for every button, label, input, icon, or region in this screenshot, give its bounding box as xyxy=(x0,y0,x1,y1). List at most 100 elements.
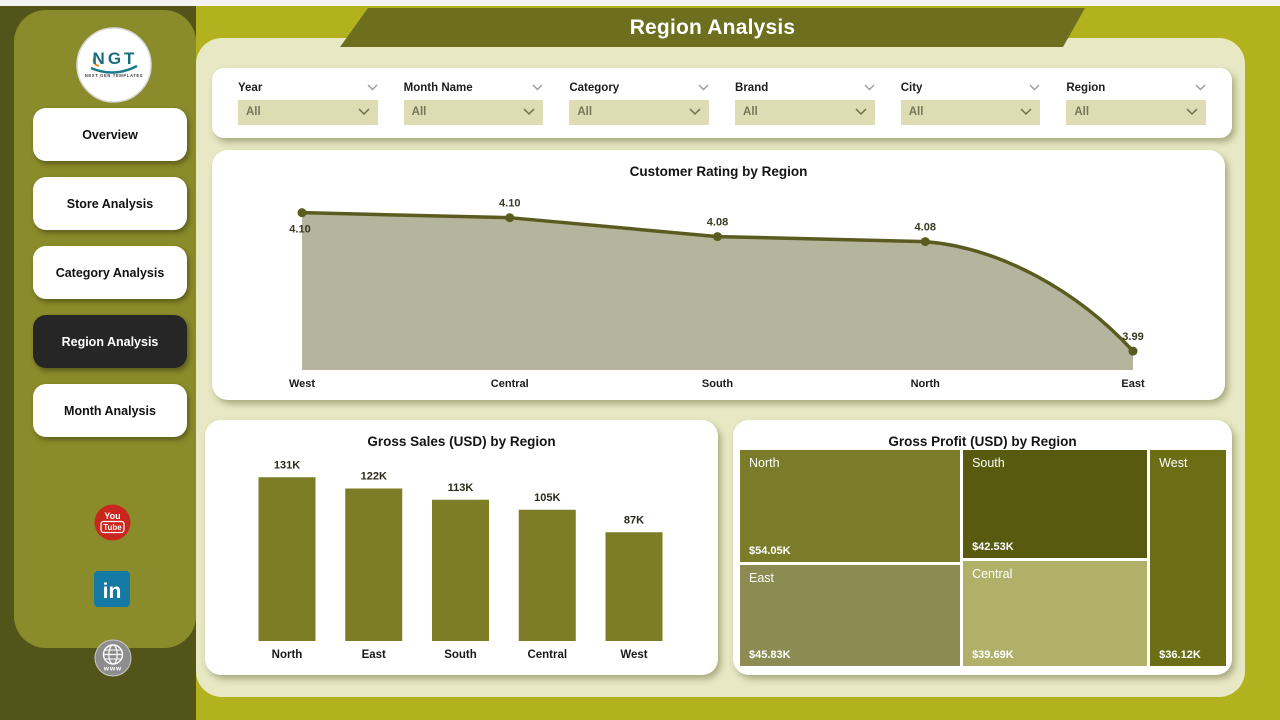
svg-text:in: in xyxy=(103,580,122,603)
data-point-central[interactable] xyxy=(505,213,515,223)
chevron-down-icon[interactable] xyxy=(367,84,378,91)
data-label: 4.10 xyxy=(289,224,310,236)
chevron-down-icon xyxy=(358,108,370,116)
bar-south[interactable] xyxy=(432,499,489,641)
youtube-icon[interactable]: You Tube xyxy=(94,504,131,541)
x-axis-label-east: East xyxy=(362,649,386,661)
chart-title-gross-profit: Gross Profit (USD) by Region xyxy=(888,434,1077,449)
area-fill xyxy=(302,212,1133,370)
data-point-west[interactable] xyxy=(297,208,307,218)
bar-north[interactable] xyxy=(258,477,316,641)
filter-year-value: All xyxy=(246,106,261,118)
x-axis-label-east: East xyxy=(1121,378,1145,390)
tile-name: Central xyxy=(972,567,1013,582)
x-axis-label-south: South xyxy=(444,649,477,661)
sidebar-item-region-analysis[interactable]: Region Analysis xyxy=(33,315,187,368)
filter-year-dropdown[interactable]: All xyxy=(238,99,378,125)
chevron-down-icon[interactable] xyxy=(864,84,875,91)
filter-brand-dropdown[interactable]: All xyxy=(735,99,875,125)
data-label: 87K xyxy=(624,514,644,526)
logo-subtext: NEXT GEN TEMPLATES xyxy=(85,73,143,78)
chevron-down-icon xyxy=(689,108,701,116)
filter-region-dropdown[interactable]: All xyxy=(1066,99,1207,125)
tile-name: East xyxy=(749,570,775,585)
chevron-down-icon xyxy=(1020,108,1032,116)
chevron-down-icon[interactable] xyxy=(1195,84,1206,91)
data-point-south[interactable] xyxy=(713,232,722,242)
treemap-tile-north[interactable]: North $54.05K xyxy=(740,450,961,563)
sidebar-item-month-analysis[interactable]: Month Analysis xyxy=(33,384,187,437)
chevron-down-icon xyxy=(523,108,535,116)
filter-region: Region All xyxy=(1066,82,1207,125)
chart-title-customer-rating: Customer Rating by Region xyxy=(629,164,808,179)
data-label: 113K xyxy=(448,482,474,494)
chart-title-gross-sales: Gross Sales (USD) by Region xyxy=(367,434,556,449)
filter-category-label: Category xyxy=(569,81,620,94)
bar-east[interactable] xyxy=(345,488,403,642)
filter-month-name-dropdown[interactable]: All xyxy=(403,99,544,125)
tile-name: South xyxy=(972,456,1005,470)
chevron-down-icon[interactable] xyxy=(1029,84,1040,91)
linkedin-icon[interactable]: in xyxy=(94,571,130,607)
chevron-down-icon xyxy=(1186,108,1198,116)
filter-category-dropdown[interactable]: All xyxy=(569,99,710,125)
logo-swoosh-orange xyxy=(92,55,100,67)
treemap-tile-central[interactable]: Central $39.69K xyxy=(963,561,1148,666)
filter-region-value: All xyxy=(1074,106,1090,118)
customer-rating-area-chart[interactable]: 4.10 West 4.10 Central 4.08 South 4.08 North 3.9… xyxy=(212,150,1225,400)
filter-category-value: All xyxy=(577,106,593,118)
gross-sales-chart-card: Gross Sales (USD) by Region 131K North 122… xyxy=(205,420,718,675)
chevron-down-icon[interactable] xyxy=(532,84,543,91)
filter-brand-value: All xyxy=(743,106,758,118)
tile-value: $54.05K xyxy=(749,545,791,558)
x-axis-label-south: South xyxy=(702,378,733,390)
filter-city: City All xyxy=(900,82,1041,125)
ngt-logo: NGT NEXT GEN TEMPLATES xyxy=(75,26,153,104)
filter-bar: Year All Month Name All Category xyxy=(212,68,1232,138)
page-title-banner: Region Analysis xyxy=(340,8,1085,47)
sidebar: NGT NEXT GEN TEMPLATES Overview Store An… xyxy=(14,10,196,677)
bar-west[interactable] xyxy=(605,532,663,641)
page-title: Region Analysis xyxy=(629,15,796,39)
filter-year-label: Year xyxy=(238,81,263,94)
data-label: 4.08 xyxy=(915,222,936,234)
window-top-edge xyxy=(0,0,1280,6)
tile-name: West xyxy=(1159,456,1188,470)
logo-swoosh-teal xyxy=(90,64,138,74)
data-label: 3.99 xyxy=(1122,331,1143,343)
filter-city-value: All xyxy=(908,106,924,118)
data-point-east[interactable] xyxy=(1128,346,1138,356)
data-label: 4.08 xyxy=(707,217,728,229)
data-label: 122K xyxy=(361,471,387,483)
svg-text:Tube: Tube xyxy=(103,523,122,532)
x-axis-label-north: North xyxy=(911,378,941,390)
bar-central[interactable] xyxy=(518,509,576,641)
filter-year: Year All xyxy=(238,82,378,125)
treemap-tile-west[interactable]: West $36.12K xyxy=(1150,450,1226,666)
treemap-tile-east[interactable]: East $45.83K xyxy=(740,564,961,666)
gross-profit-treemap[interactable]: North $54.05K South $42.53K West $36.12K East $… xyxy=(740,450,1226,666)
sidebar-item-category-analysis[interactable]: Category Analysis xyxy=(33,246,187,299)
data-label: 105K xyxy=(534,492,560,504)
svg-text:You: You xyxy=(104,511,120,521)
filter-month-name-value: All xyxy=(411,106,427,118)
tile-value: $39.69K xyxy=(972,648,1014,661)
filter-brand: Brand All xyxy=(735,82,875,125)
gross-profit-chart-card: Gross Profit (USD) by Region North $54.05… xyxy=(733,420,1232,675)
filter-brand-label: Brand xyxy=(735,81,769,94)
data-label: 131K xyxy=(274,459,300,471)
chevron-down-icon xyxy=(855,108,867,116)
sidebar-item-store-analysis[interactable]: Store Analysis xyxy=(33,177,187,230)
data-point-north[interactable] xyxy=(920,237,930,247)
filter-month-name-label: Month Name xyxy=(403,81,473,94)
customer-rating-chart-card: Customer Rating by Region 4.10 West 4.10 Ce… xyxy=(212,150,1225,400)
filter-category: Category All xyxy=(569,81,710,125)
gross-sales-bar-chart[interactable]: 131K North 122K East 113K South 105K Central 87K… xyxy=(205,420,718,675)
website-globe-icon[interactable]: www xyxy=(94,639,132,677)
chevron-down-icon[interactable] xyxy=(698,84,709,91)
x-axis-label-west: West xyxy=(289,378,315,390)
sidebar-item-overview[interactable]: Overview xyxy=(33,108,187,161)
filter-city-dropdown[interactable]: All xyxy=(900,99,1041,125)
treemap-tile-south[interactable]: South $42.53K xyxy=(963,450,1148,558)
